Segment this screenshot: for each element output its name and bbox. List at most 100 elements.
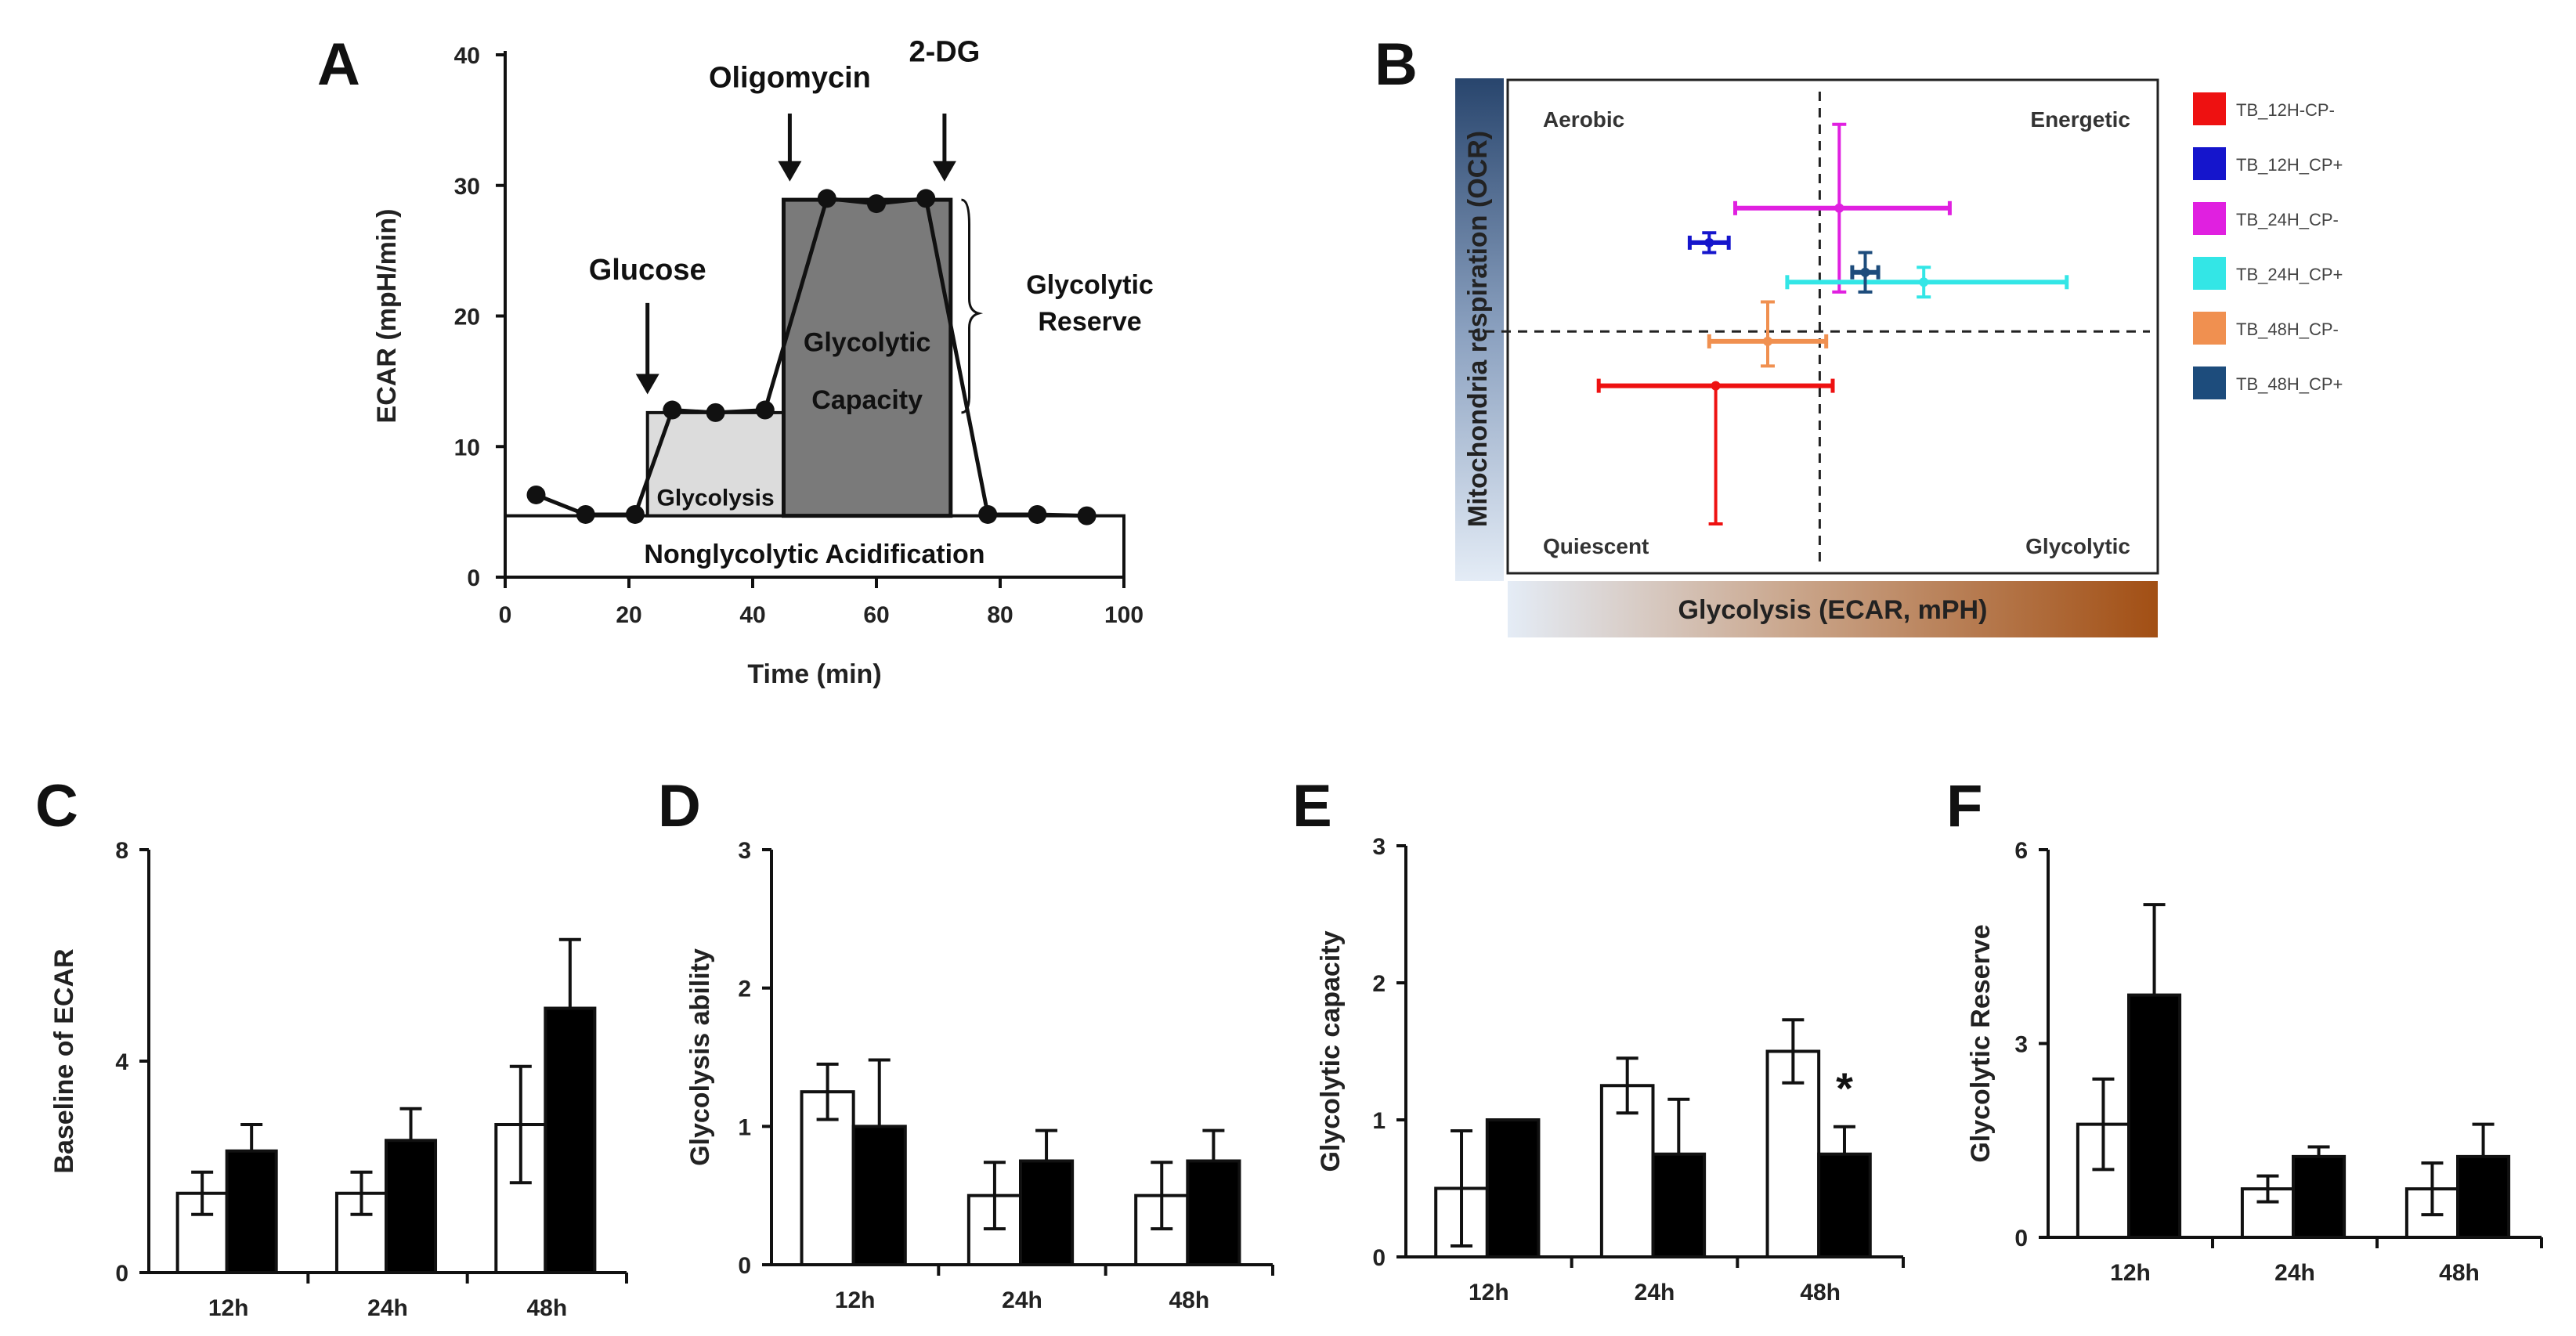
injection-label-glucose: Glucose xyxy=(589,254,706,287)
chart-e-glycolytic-capacity: 0 1 2 3 Glycolytic capacity 12h 24h 48h * xyxy=(1316,834,1905,1305)
legend-swatch-tb-12h-cp- xyxy=(2193,147,2226,180)
legend-label-tb-12h-cp-: TB_12H_CP+ xyxy=(2236,155,2343,175)
y-tick-label-3: 3 xyxy=(2014,1032,2028,1058)
y-axis-title: Glycolytic Reserve xyxy=(1966,924,1996,1162)
bar-cp-12h xyxy=(2076,1122,2130,1239)
x-tick-label-12h: 12h xyxy=(835,1287,876,1313)
legend-swatch-tb-12h-cp- xyxy=(2193,92,2226,125)
injection-label-oligomycin: Oligomycin xyxy=(709,62,871,95)
panel-label-f: F xyxy=(1946,773,1982,840)
capacity-label-line1: Glycolytic xyxy=(804,328,931,358)
quadrant-label-quiescent: Quiescent xyxy=(1543,534,1649,558)
ecar-point-2 xyxy=(625,504,645,524)
legend-label-tb-24h-cp-: TB_24H_CP- xyxy=(2236,210,2339,229)
x-axis-title: Glycolysis (ECAR, mPH) xyxy=(1678,595,1988,625)
bar-cp-48h xyxy=(1186,1159,1241,1266)
ecar-point-1 xyxy=(576,504,595,524)
legend-swatch-tb-48h-cp- xyxy=(2193,312,2226,345)
glycolytic-capacity-box xyxy=(782,197,953,518)
panel-label-c: C xyxy=(35,773,78,840)
plot-frame xyxy=(1506,78,2159,575)
bar-cp-48h xyxy=(1765,1049,1821,1258)
x-tick-label-48h: 48h xyxy=(2439,1260,2480,1286)
x-tick-label-12h: 12h xyxy=(208,1295,249,1321)
y-axis-title: ECAR (mpH/min) xyxy=(372,209,402,424)
quadrant-label-energetic: Energetic xyxy=(2030,107,2130,132)
arrow-head-oligomycin xyxy=(778,161,802,182)
bar-cp-24h xyxy=(966,1193,1023,1266)
y-axis-title: Glycolysis ability xyxy=(685,948,715,1166)
x-tick-label-24h: 24h xyxy=(2274,1260,2315,1286)
arrow-head-glucose xyxy=(635,374,659,395)
legend-label-tb-12h-cp-: TB_12H-CP- xyxy=(2236,100,2335,120)
bar-cp-24h xyxy=(1599,1084,1655,1258)
chart-c-baseline-ecar: 0 4 8 Baseline of ECAR 12h 24h 48h xyxy=(49,838,628,1321)
ecar-point-0 xyxy=(526,485,546,504)
x-tick-label-24h: 24h xyxy=(367,1295,408,1321)
y-tick-label-30: 30 xyxy=(454,174,480,200)
x-tick-label-12h: 12h xyxy=(2110,1260,2151,1286)
bar-cp-24h xyxy=(334,1191,388,1274)
x-tick-label-0: 0 xyxy=(499,602,512,628)
y-tick-label-40: 40 xyxy=(454,43,480,69)
y-axis-title: Glycolytic capacity xyxy=(1316,930,1346,1172)
point-tb-24h-cp- xyxy=(1834,203,1844,213)
ecar-point-8 xyxy=(916,189,936,208)
panel-label-d: D xyxy=(658,773,701,840)
reserve-bracket xyxy=(961,198,984,414)
bar-cp-12h xyxy=(175,1191,229,1274)
y-axis-title: Baseline of ECAR xyxy=(49,948,79,1173)
point-tb-48h-cp- xyxy=(1860,267,1870,277)
bar-cp-12h xyxy=(800,1090,855,1266)
injection-label-2dg: 2-DG xyxy=(909,35,981,68)
reserve-label-line2: Reserve xyxy=(1038,307,1141,337)
point-tb-12h-cp- xyxy=(1704,237,1714,247)
bar-cp-12h xyxy=(225,1149,278,1274)
ecar-point-4 xyxy=(706,403,725,422)
ecar-point-3 xyxy=(663,400,682,420)
y-tick-label-1: 1 xyxy=(738,1114,751,1140)
ecar-point-5 xyxy=(755,400,775,420)
bar-cp-24h xyxy=(385,1139,438,1274)
y-tick-label-0: 0 xyxy=(738,1253,751,1279)
y-axis-title: Mitochondria respiration (OCR) xyxy=(1463,131,1493,527)
bar-cp-48h xyxy=(494,1123,547,1274)
bar-cp-24h xyxy=(1019,1159,1075,1266)
y-tick-label-2: 2 xyxy=(738,977,751,1002)
x-axis-title: Time (min) xyxy=(747,659,881,689)
chart-a-ecar-timecourse: 0 10 20 30 40 0 20 40 60 80 100 Time (min) ECAR (mpH… xyxy=(372,35,1154,689)
x-tick-label-48h: 48h xyxy=(1800,1280,1841,1305)
bar-cp-12h xyxy=(1434,1186,1489,1258)
bar-cp-48h xyxy=(1817,1152,1872,1258)
x-tick-label-24h: 24h xyxy=(1635,1280,1675,1305)
x-tick-label-48h: 48h xyxy=(526,1295,567,1321)
x-tick-label-60: 60 xyxy=(863,602,889,628)
x-tick-label-80: 80 xyxy=(987,602,1013,628)
bar-cp-48h xyxy=(544,1006,597,1274)
panel-label-a: A xyxy=(317,31,360,98)
legend-label-tb-48h-cp-: TB_48H_CP- xyxy=(2236,320,2339,339)
nonglycolytic-label: Nonglycolytic Acidification xyxy=(644,540,985,569)
bar-cp-48h xyxy=(2404,1187,2459,1239)
y-tick-label-8: 8 xyxy=(115,838,128,864)
x-tick-label-24h: 24h xyxy=(1002,1287,1042,1313)
x-tick-label-12h: 12h xyxy=(1469,1280,1509,1305)
ecar-point-6 xyxy=(817,189,836,208)
y-tick-label-4: 4 xyxy=(115,1049,128,1075)
quadrant-label-glycolytic: Glycolytic xyxy=(2025,534,2130,558)
y-tick-label-20: 20 xyxy=(454,305,480,330)
glycolysis-label: Glycolysis xyxy=(657,485,775,511)
point-tb-12h-cp- xyxy=(1711,381,1721,391)
x-tick-label-100: 100 xyxy=(1104,602,1143,628)
ecar-point-7 xyxy=(867,194,886,214)
x-gradient-bar xyxy=(1508,581,2158,637)
bar-cp-24h xyxy=(2240,1187,2295,1239)
bar-cp-48h xyxy=(2456,1154,2511,1239)
y-tick-label-2: 2 xyxy=(1372,971,1386,997)
bar-cp-24h xyxy=(2292,1154,2347,1239)
reserve-label-line1: Glycolytic xyxy=(1026,270,1154,300)
y-gradient-bar xyxy=(1455,78,1504,581)
point-tb-48h-cp- xyxy=(1763,336,1772,346)
bar-cp-12h xyxy=(2127,993,2182,1239)
